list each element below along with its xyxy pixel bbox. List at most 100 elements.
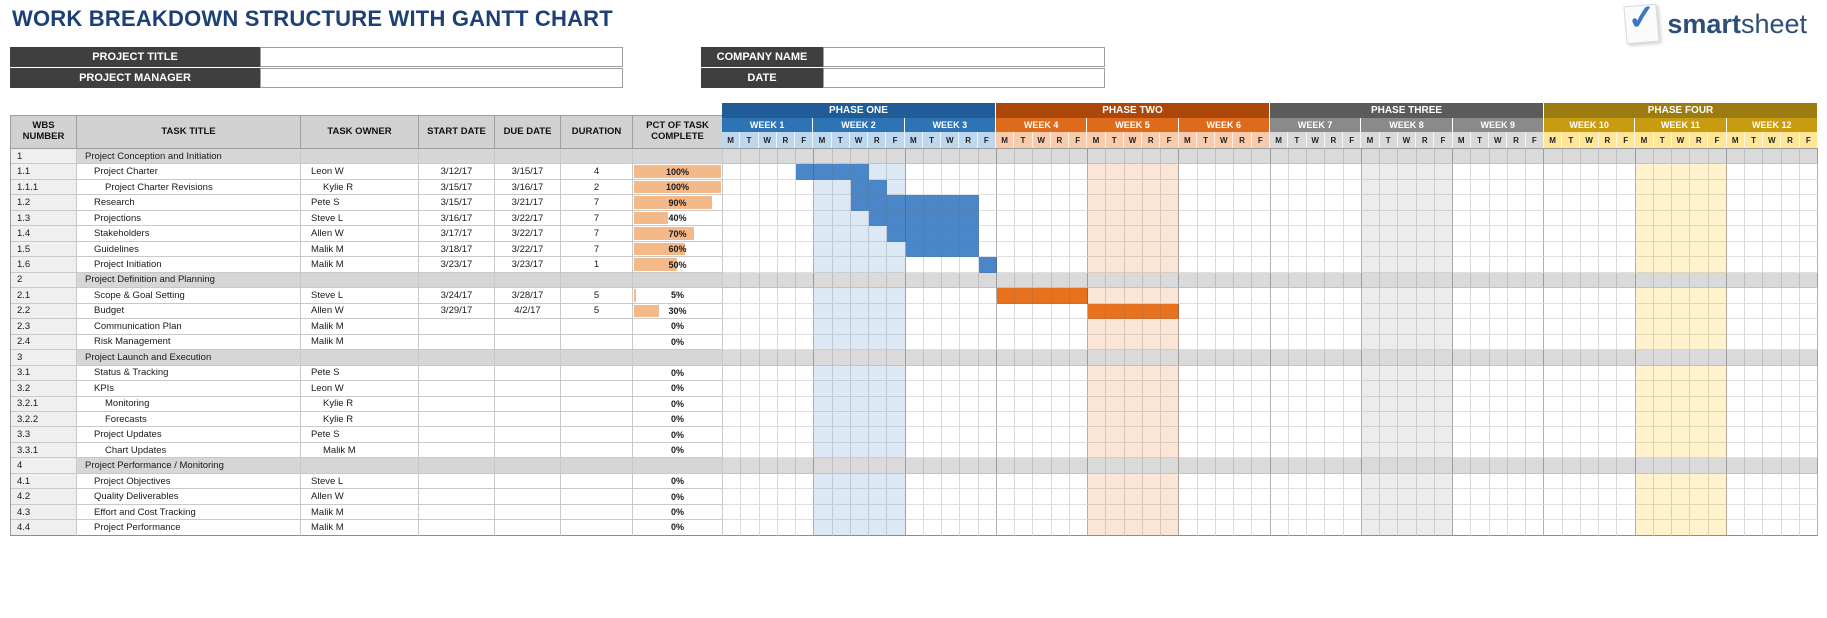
start-date-cell[interactable]: 3/15/17 xyxy=(419,195,495,211)
gantt-cell[interactable] xyxy=(1234,288,1253,304)
gantt-cell[interactable] xyxy=(1142,427,1161,443)
gantt-cell[interactable] xyxy=(1033,272,1052,289)
gantt-cell[interactable] xyxy=(1270,427,1289,443)
gantt-cell[interactable] xyxy=(1416,226,1435,242)
gantt-cell[interactable] xyxy=(905,257,924,273)
gantt-cell[interactable] xyxy=(1526,303,1545,320)
start-date-cell[interactable] xyxy=(419,411,495,428)
gantt-cell[interactable] xyxy=(1489,272,1508,289)
gantt-cell[interactable] xyxy=(759,319,778,335)
gantt-cell[interactable] xyxy=(1325,195,1344,211)
gantt-cell[interactable] xyxy=(741,504,760,521)
gantt-cell[interactable] xyxy=(1745,149,1764,165)
gantt-cell[interactable] xyxy=(1580,179,1599,196)
gantt-cell[interactable] xyxy=(1416,164,1435,180)
gantt-cell[interactable] xyxy=(942,210,961,227)
gantt-cell[interactable] xyxy=(1745,458,1764,474)
duration-cell[interactable]: 2 xyxy=(561,179,633,196)
gantt-cell[interactable] xyxy=(923,396,942,412)
gantt-cell[interactable] xyxy=(759,411,778,428)
gantt-cell[interactable] xyxy=(1653,319,1672,335)
gantt-cell[interactable] xyxy=(1124,473,1143,490)
gantt-cell[interactable] xyxy=(850,504,869,521)
gantt-cell[interactable] xyxy=(1361,195,1380,211)
gantt-cell[interactable] xyxy=(1234,458,1253,474)
gantt-cell[interactable] xyxy=(942,257,961,273)
gantt-cell[interactable] xyxy=(1690,520,1709,536)
gantt-cell[interactable] xyxy=(1124,210,1143,227)
gantt-cell[interactable] xyxy=(942,195,961,211)
gantt-cell[interactable] xyxy=(1124,319,1143,335)
due-date-cell[interactable] xyxy=(495,272,561,289)
gantt-cell[interactable] xyxy=(1051,226,1070,242)
gantt-cell[interactable] xyxy=(1015,381,1034,397)
gantt-cell[interactable] xyxy=(1325,350,1344,366)
gantt-cell[interactable] xyxy=(1051,504,1070,521)
gantt-cell[interactable] xyxy=(1726,241,1745,258)
gantt-cell[interactable] xyxy=(1343,504,1362,521)
gantt-cell[interactable] xyxy=(1726,226,1745,242)
gantt-cell[interactable] xyxy=(1562,334,1581,351)
gantt-cell[interactable] xyxy=(1745,257,1764,273)
gantt-cell[interactable] xyxy=(1343,381,1362,397)
gantt-cell[interactable] xyxy=(1288,458,1307,474)
gantt-cell[interactable] xyxy=(1672,303,1691,320)
gantt-cell[interactable] xyxy=(1416,504,1435,521)
gantt-cell[interactable] xyxy=(1270,504,1289,521)
gantt-cell[interactable] xyxy=(960,226,979,242)
gantt-cell[interactable] xyxy=(923,381,942,397)
gantt-cell[interactable] xyxy=(1197,303,1216,320)
due-date-cell[interactable]: 4/2/17 xyxy=(495,303,561,320)
gantt-cell[interactable] xyxy=(1672,210,1691,227)
gantt-cell[interactable] xyxy=(1617,319,1636,335)
gantt-cell[interactable] xyxy=(1653,241,1672,258)
gantt-cell[interactable] xyxy=(1763,164,1782,180)
duration-cell[interactable] xyxy=(561,149,633,165)
gantt-cell[interactable] xyxy=(1617,504,1636,521)
gantt-cell[interactable] xyxy=(1580,350,1599,366)
gantt-cell[interactable] xyxy=(887,226,906,242)
gantt-cell[interactable] xyxy=(1599,458,1618,474)
gantt-cell[interactable] xyxy=(1799,365,1818,382)
gantt-cell[interactable] xyxy=(1380,442,1399,459)
gantt-cell[interactable] xyxy=(1526,272,1545,289)
gantt-cell[interactable] xyxy=(1544,365,1563,382)
gantt-cell[interactable] xyxy=(1453,257,1472,273)
gantt-cell[interactable] xyxy=(1380,272,1399,289)
gantt-cell[interactable] xyxy=(1124,504,1143,521)
gantt-cell[interactable] xyxy=(1380,411,1399,428)
gantt-cell[interactable] xyxy=(1653,458,1672,474)
gantt-cell[interactable] xyxy=(1307,427,1326,443)
gantt-cell[interactable] xyxy=(1763,334,1782,351)
gantt-cell[interactable] xyxy=(887,195,906,211)
wbs-cell[interactable]: 3.2.2 xyxy=(11,411,77,428)
gantt-cell[interactable] xyxy=(1672,288,1691,304)
gantt-cell[interactable] xyxy=(1507,241,1526,258)
gantt-cell[interactable] xyxy=(814,241,833,258)
gantt-cell[interactable] xyxy=(1015,458,1034,474)
gantt-cell[interactable] xyxy=(1653,334,1672,351)
gantt-cell[interactable] xyxy=(1069,319,1088,335)
gantt-cell[interactable] xyxy=(796,210,815,227)
gantt-cell[interactable] xyxy=(1599,427,1618,443)
gantt-cell[interactable] xyxy=(1489,442,1508,459)
gantt-cell[interactable] xyxy=(923,458,942,474)
gantt-cell[interactable] xyxy=(1434,226,1453,242)
gantt-cell[interactable] xyxy=(759,179,778,196)
gantt-cell[interactable] xyxy=(777,303,796,320)
wbs-cell[interactable]: 1.4 xyxy=(11,226,77,242)
gantt-cell[interactable] xyxy=(1106,179,1125,196)
gantt-cell[interactable] xyxy=(1434,520,1453,536)
gantt-cell[interactable] xyxy=(1489,427,1508,443)
gantt-cell[interactable] xyxy=(1161,164,1180,180)
gantt-cell[interactable] xyxy=(978,210,997,227)
gantt-cell[interactable] xyxy=(978,149,997,165)
gantt-cell[interactable] xyxy=(1325,226,1344,242)
gantt-cell[interactable] xyxy=(1106,334,1125,351)
gantt-cell[interactable] xyxy=(1781,226,1800,242)
gantt-cell[interactable] xyxy=(1599,226,1618,242)
gantt-cell[interactable] xyxy=(1380,164,1399,180)
gantt-cell[interactable] xyxy=(1161,319,1180,335)
gantt-cell[interactable] xyxy=(996,350,1015,366)
gantt-cell[interactable] xyxy=(1398,303,1417,320)
